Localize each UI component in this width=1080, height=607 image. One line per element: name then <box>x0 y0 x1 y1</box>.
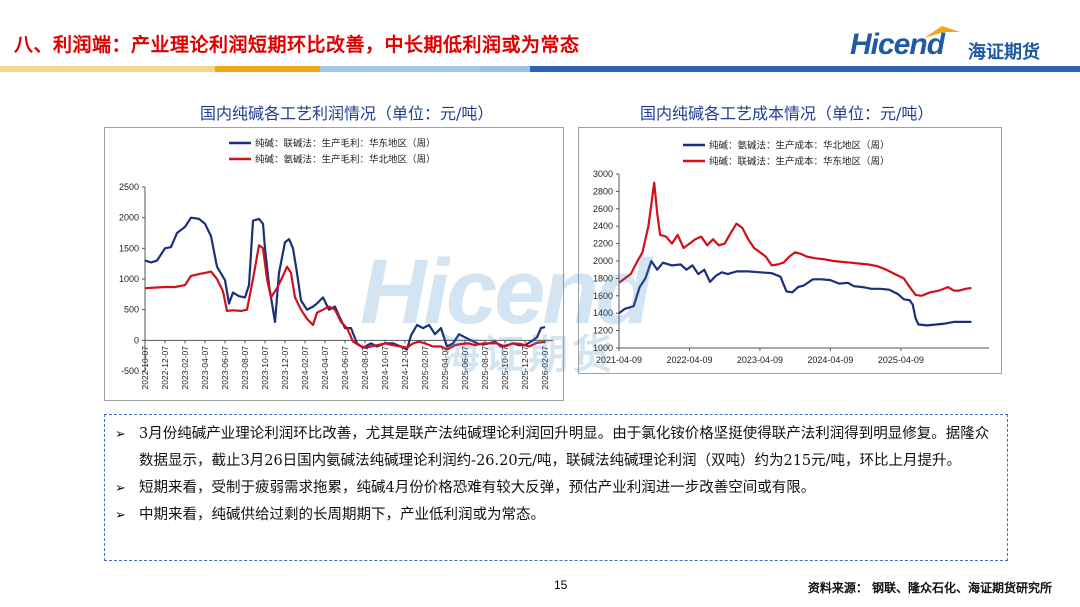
note-item: ➢ 中期来看，纯碱供给过剩的长周期期下，产业低利润或为常态。 <box>115 502 997 529</box>
x-tick-label: 2024-04-09 <box>807 355 853 365</box>
header-stripe-navy <box>530 66 1080 72</box>
y-tick-label: 2000 <box>593 256 613 266</box>
y-tick-label: 500 <box>124 305 139 315</box>
legend-label: 纯碱：联碱法：生产成本：华东地区（周） <box>709 156 890 168</box>
note-text: 短期来看，受制于疲弱需求拖累，纯碱4月份价格恐难有较大反弹，预估产业利润进一步改… <box>139 480 816 496</box>
data-source: 资料来源： 钢联、隆众石化、海证期货研究所 <box>807 581 1052 595</box>
profit-chart-svg: -500 0 500 1000 1500 2000 2500 2022-10-07 2022-1… <box>119 138 553 390</box>
x-tick-label: 2024-04-07 <box>320 346 330 390</box>
series-line-0 <box>618 259 972 327</box>
cost-chart: 1000 1200 1400 1600 1800 2000 2200 2400 2600 2800… <box>578 127 1002 374</box>
x-tick-label: 2022-10-07 <box>140 346 150 390</box>
x-tick-label: 2023-12-07 <box>280 346 290 390</box>
legend-label: 纯碱：氨碱法：生产成本：华北地区（周） <box>709 140 890 152</box>
y-tick-label: 0 <box>134 335 139 345</box>
y-tick-label: 2200 <box>593 239 613 249</box>
x-tick-label: 2023-04-07 <box>200 346 210 390</box>
y-tick-label: 1200 <box>593 326 613 336</box>
series-line-0 <box>144 216 546 351</box>
y-tick-label: 2600 <box>593 204 613 214</box>
x-tick-label: 2025-04-07 <box>440 346 450 390</box>
y-tick-label: 1000 <box>593 343 613 353</box>
legend-label: 纯碱：氨碱法：生产毛利：华北地区（周） <box>255 154 436 166</box>
x-tick-label: 2021-04-09 <box>596 355 642 365</box>
legend-label: 纯碱：联碱法：生产毛利：华东地区（周） <box>255 138 436 150</box>
y-tick-label: 2500 <box>119 182 139 192</box>
x-tick-label: 2025-04-09 <box>878 355 924 365</box>
x-tick-label: 2024-10-07 <box>380 346 390 390</box>
note-item: ➢ 3月份纯碱产业理论利润环比改善，尤其是联产法纯碱理论利润回升明显。由于氯化铵… <box>115 421 997 475</box>
bullet-arrow-icon: ➢ <box>115 427 126 442</box>
page-number: 15 <box>554 578 568 592</box>
y-tick-label: 1400 <box>593 308 613 318</box>
y-tick-label: 2000 <box>119 213 139 223</box>
header-stripe-orange <box>215 66 320 72</box>
x-tick-label: 2024-02-07 <box>300 346 310 390</box>
x-tick-label: 2024-08-07 <box>360 346 370 390</box>
y-tick-label: 1600 <box>593 291 613 301</box>
x-tick-label: 2025-08-07 <box>480 346 490 390</box>
logo-text: Hicend <box>850 28 945 61</box>
y-tick-label: 2800 <box>593 186 613 196</box>
company-logo: Hicend 海证期货 <box>850 24 1070 68</box>
x-tick-label: 2023-08-07 <box>240 346 250 390</box>
y-tick-label: 2400 <box>593 221 613 231</box>
note-item: ➢ 短期来看，受制于疲弱需求拖累，纯碱4月份价格恐难有较大反弹，预估产业利润进一… <box>115 475 997 502</box>
y-tick-label: 3000 <box>593 169 613 179</box>
analysis-notes: ➢ 3月份纯碱产业理论利润环比改善，尤其是联产法纯碱理论利润回升明显。由于氯化铵… <box>104 414 1008 561</box>
y-tick-label: 1500 <box>119 243 139 253</box>
x-tick-label: 2023-06-07 <box>220 346 230 390</box>
x-tick-label: 2025-06-07 <box>460 346 470 390</box>
x-tick-label: 2024-06-07 <box>340 346 350 390</box>
header-stripe-lightblue <box>320 66 480 72</box>
profit-chart: -500 0 500 1000 1500 2000 2500 2022-10-07 2022-1… <box>104 127 564 401</box>
x-tick-label: 2024-12-07 <box>400 346 410 390</box>
x-tick-label: 2025-10-07 <box>500 346 510 390</box>
bullet-arrow-icon: ➢ <box>115 508 126 523</box>
x-tick-label: 2022-04-09 <box>666 355 712 365</box>
logo-chinese-name: 海证期货 <box>968 42 1040 63</box>
logo-swoosh-icon <box>924 26 960 38</box>
x-tick-label: 2022-12-07 <box>160 346 170 390</box>
left-chart-title: 国内纯碱各工艺利润情况（单位：元/吨） <box>200 104 494 123</box>
series-line-1 <box>618 181 972 297</box>
series-line-1 <box>144 244 546 351</box>
right-chart-title: 国内纯碱各工艺成本情况（单位：元/吨） <box>640 104 934 123</box>
y-tick-label: 1800 <box>593 273 613 283</box>
x-tick-label: 2023-10-07 <box>260 346 270 390</box>
cost-chart-svg: 1000 1200 1400 1600 1800 2000 2200 2400 2600 2800… <box>593 140 989 365</box>
x-tick-label: 2026-02-07 <box>540 346 550 390</box>
note-text: 3月份纯碱产业理论利润环比改善，尤其是联产法纯碱理论利润回升明显。由于氯化铵价格… <box>139 426 990 469</box>
x-tick-label: 2025-12-07 <box>520 346 530 390</box>
x-tick-label: 2023-04-09 <box>737 355 783 365</box>
bullet-arrow-icon: ➢ <box>115 481 126 496</box>
y-tick-label: 1000 <box>119 274 139 284</box>
x-tick-label: 2025-02-07 <box>420 346 430 390</box>
note-text: 中期来看，纯碱供给过剩的长周期期下，产业低利润或为常态。 <box>139 507 545 523</box>
y-tick-label: -500 <box>121 366 139 376</box>
x-tick-label: 2023-02-07 <box>180 346 190 390</box>
header-stripe-yellow <box>0 66 215 72</box>
header-stripe-blue <box>480 66 530 72</box>
page-title: 八、利润端：产业理论利润短期环比改善，中长期低利润或为常态 <box>14 34 580 56</box>
